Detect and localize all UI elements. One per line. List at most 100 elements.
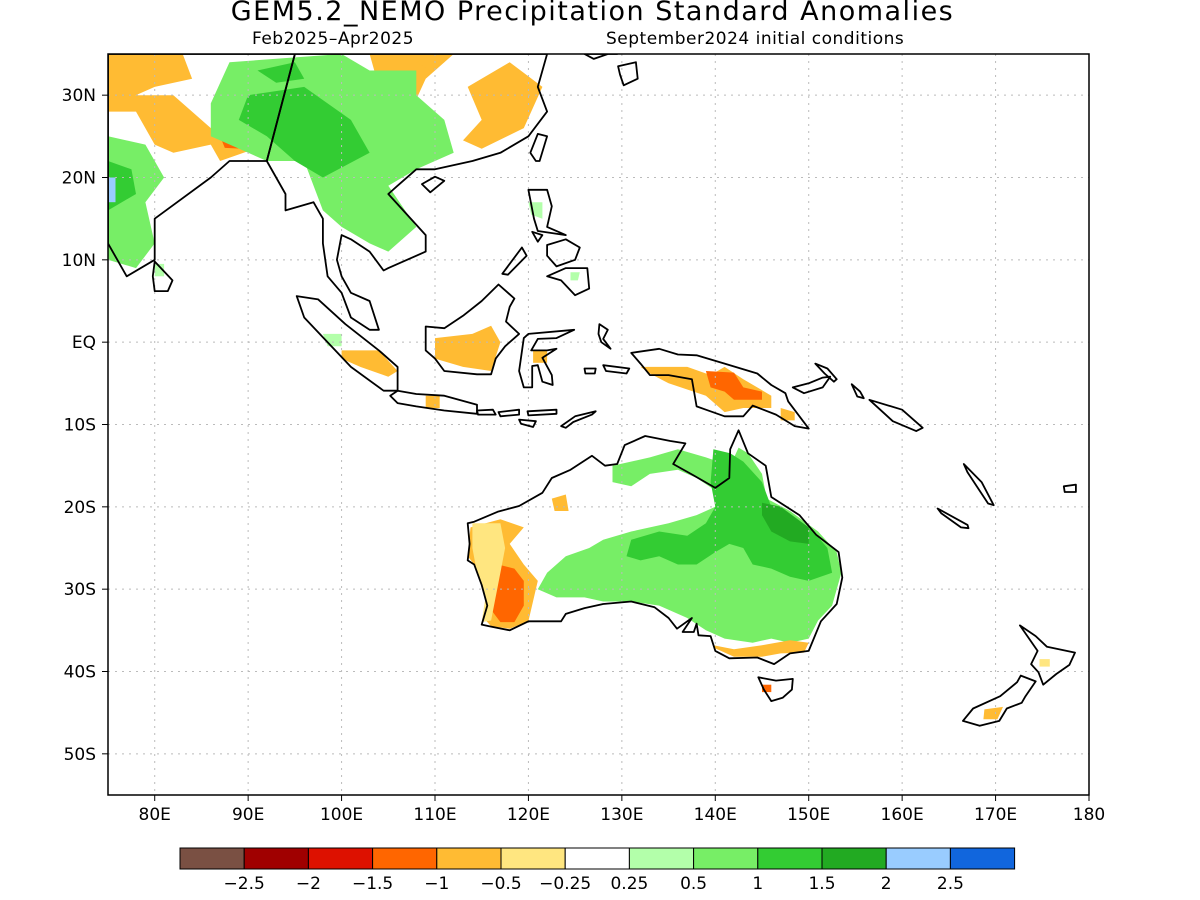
colorbar-label: −1.5	[352, 874, 393, 894]
coastline-new-caledonia	[936, 507, 970, 530]
lon-tick-label: 130E	[600, 805, 643, 825]
lat-tick-label: 20N	[62, 169, 96, 189]
coastline-visayas	[546, 238, 581, 268]
colorbar-swatch	[179, 847, 245, 870]
coastline-new-guinea	[630, 347, 810, 430]
colorbar-label: 0.5	[680, 874, 707, 894]
coastline-mindoro	[531, 230, 544, 243]
anomaly-region	[640, 366, 772, 413]
lon-tick-label: 180	[1073, 805, 1105, 825]
coastline-borneo	[424, 283, 520, 376]
colorbar-swatch	[243, 847, 309, 870]
lat-tick-label: 50S	[64, 745, 96, 765]
coastline-sumba	[518, 418, 537, 428]
anomaly-region	[341, 350, 398, 377]
lat-tick-label: 10N	[62, 251, 96, 271]
lon-tick-label: 90E	[232, 805, 264, 825]
colorbar-label: 0.25	[610, 874, 648, 894]
anomaly-region	[570, 272, 580, 281]
lon-tick-label: 80E	[139, 805, 171, 825]
anomaly-region	[1039, 659, 1050, 667]
lat-tick-label: 40S	[64, 663, 96, 683]
colorbar-swatch	[628, 847, 695, 870]
coastline-australia	[466, 429, 844, 665]
lon-tick-label: 160E	[881, 805, 924, 825]
lon-tick-label: 100E	[320, 805, 363, 825]
anomaly-region	[154, 263, 165, 277]
coastline-nz-south	[962, 674, 1037, 727]
coastline-seram	[602, 364, 631, 375]
anomaly-region	[463, 62, 543, 149]
colorbar-label: 1.5	[808, 874, 835, 894]
colorbar-swatch	[949, 847, 1016, 870]
coastline-palawan	[501, 246, 528, 276]
coastline-hainan	[420, 175, 446, 194]
axis-labels: 80E 90E 100E 110E 120E 130E 140E 150E 160E 170E 18…	[62, 86, 1106, 825]
coastline-korea	[583, 54, 619, 60]
anomaly-region	[238, 86, 370, 178]
coastline-japan-kyushu	[617, 61, 639, 87]
coastline-vanuatu	[962, 463, 995, 507]
colorbar-swatch	[757, 847, 823, 870]
anomaly-region	[705, 371, 762, 400]
anomaly-region	[551, 494, 569, 511]
lon-tick-label: 150E	[787, 805, 830, 825]
colorbar-label: −0.5	[480, 874, 521, 894]
colorbar-swatch	[307, 847, 374, 870]
lat-tick-label: 30S	[64, 580, 96, 600]
colorbar-swatch	[564, 847, 630, 870]
anomaly-region	[108, 177, 116, 203]
colorbar-swatch	[693, 847, 759, 870]
colorbar-label: 2.5	[937, 874, 964, 894]
anomaly-region	[713, 640, 809, 657]
coastline-tasmania	[757, 676, 794, 702]
coastline-sri-lanka	[151, 260, 174, 293]
coastline-timor	[560, 410, 597, 429]
gridlines	[108, 54, 1089, 795]
coastline-taiwan	[529, 132, 548, 162]
coastline-new-ireland	[814, 362, 838, 383]
lon-tick-label: 170E	[974, 805, 1017, 825]
coastline-new-britain	[791, 375, 832, 395]
coastline-buru	[583, 367, 597, 375]
coastline-sulawesi	[518, 328, 576, 389]
anomaly-region	[257, 62, 305, 83]
anomaly-region	[416, 54, 445, 71]
coastline-asia-mainland	[265, 54, 548, 331]
colorbar-swatch	[885, 847, 951, 870]
colorbar-label: 2	[881, 874, 892, 894]
coastline-solomons	[868, 398, 924, 433]
colorbar: −2.5 −2 −1.5 −1 −0.5 −0.25 0.25 0.5 1 1.5 2 2.5	[179, 847, 1016, 894]
initial-conditions: September2024 initial conditions	[606, 29, 905, 49]
colorbar-swatch	[821, 847, 887, 870]
lon-tick-label: 140E	[694, 805, 737, 825]
colorbar-swatch	[372, 847, 438, 870]
coastline-java	[389, 389, 478, 415]
coastline-halmahera	[597, 323, 612, 350]
coastline-nz-north	[1019, 624, 1076, 686]
coastlines	[108, 54, 1077, 727]
coastline-mindanao	[546, 267, 591, 297]
colorbar-label: −2	[296, 874, 321, 894]
colorbar-label: 1	[752, 874, 763, 894]
colorbar-swatch	[500, 847, 566, 870]
colorbar-label: −2.5	[224, 874, 265, 894]
anomaly-region	[762, 502, 809, 544]
lat-tick-label: 10S	[64, 416, 96, 436]
colorbar-swatch	[436, 847, 502, 870]
lat-tick-label: 20S	[64, 498, 96, 518]
anomaly-region	[472, 523, 506, 623]
colorbar-label: −1	[424, 874, 449, 894]
anomaly-region	[780, 408, 795, 421]
coastline-sumatra	[295, 295, 399, 392]
coastline-sumbawa	[497, 408, 520, 418]
coastline-fiji	[1062, 483, 1077, 493]
colorbar-label: −0.25	[539, 874, 591, 894]
chart-title: GEM5.2_NEMO Precipitation Standard Anoma…	[230, 0, 955, 27]
anomaly-region	[626, 449, 833, 581]
coastline-bali-lombok	[476, 408, 497, 416]
coastline-flores	[526, 408, 558, 417]
lat-tick-label: 30N	[62, 86, 96, 106]
anomaly-region	[435, 325, 501, 371]
